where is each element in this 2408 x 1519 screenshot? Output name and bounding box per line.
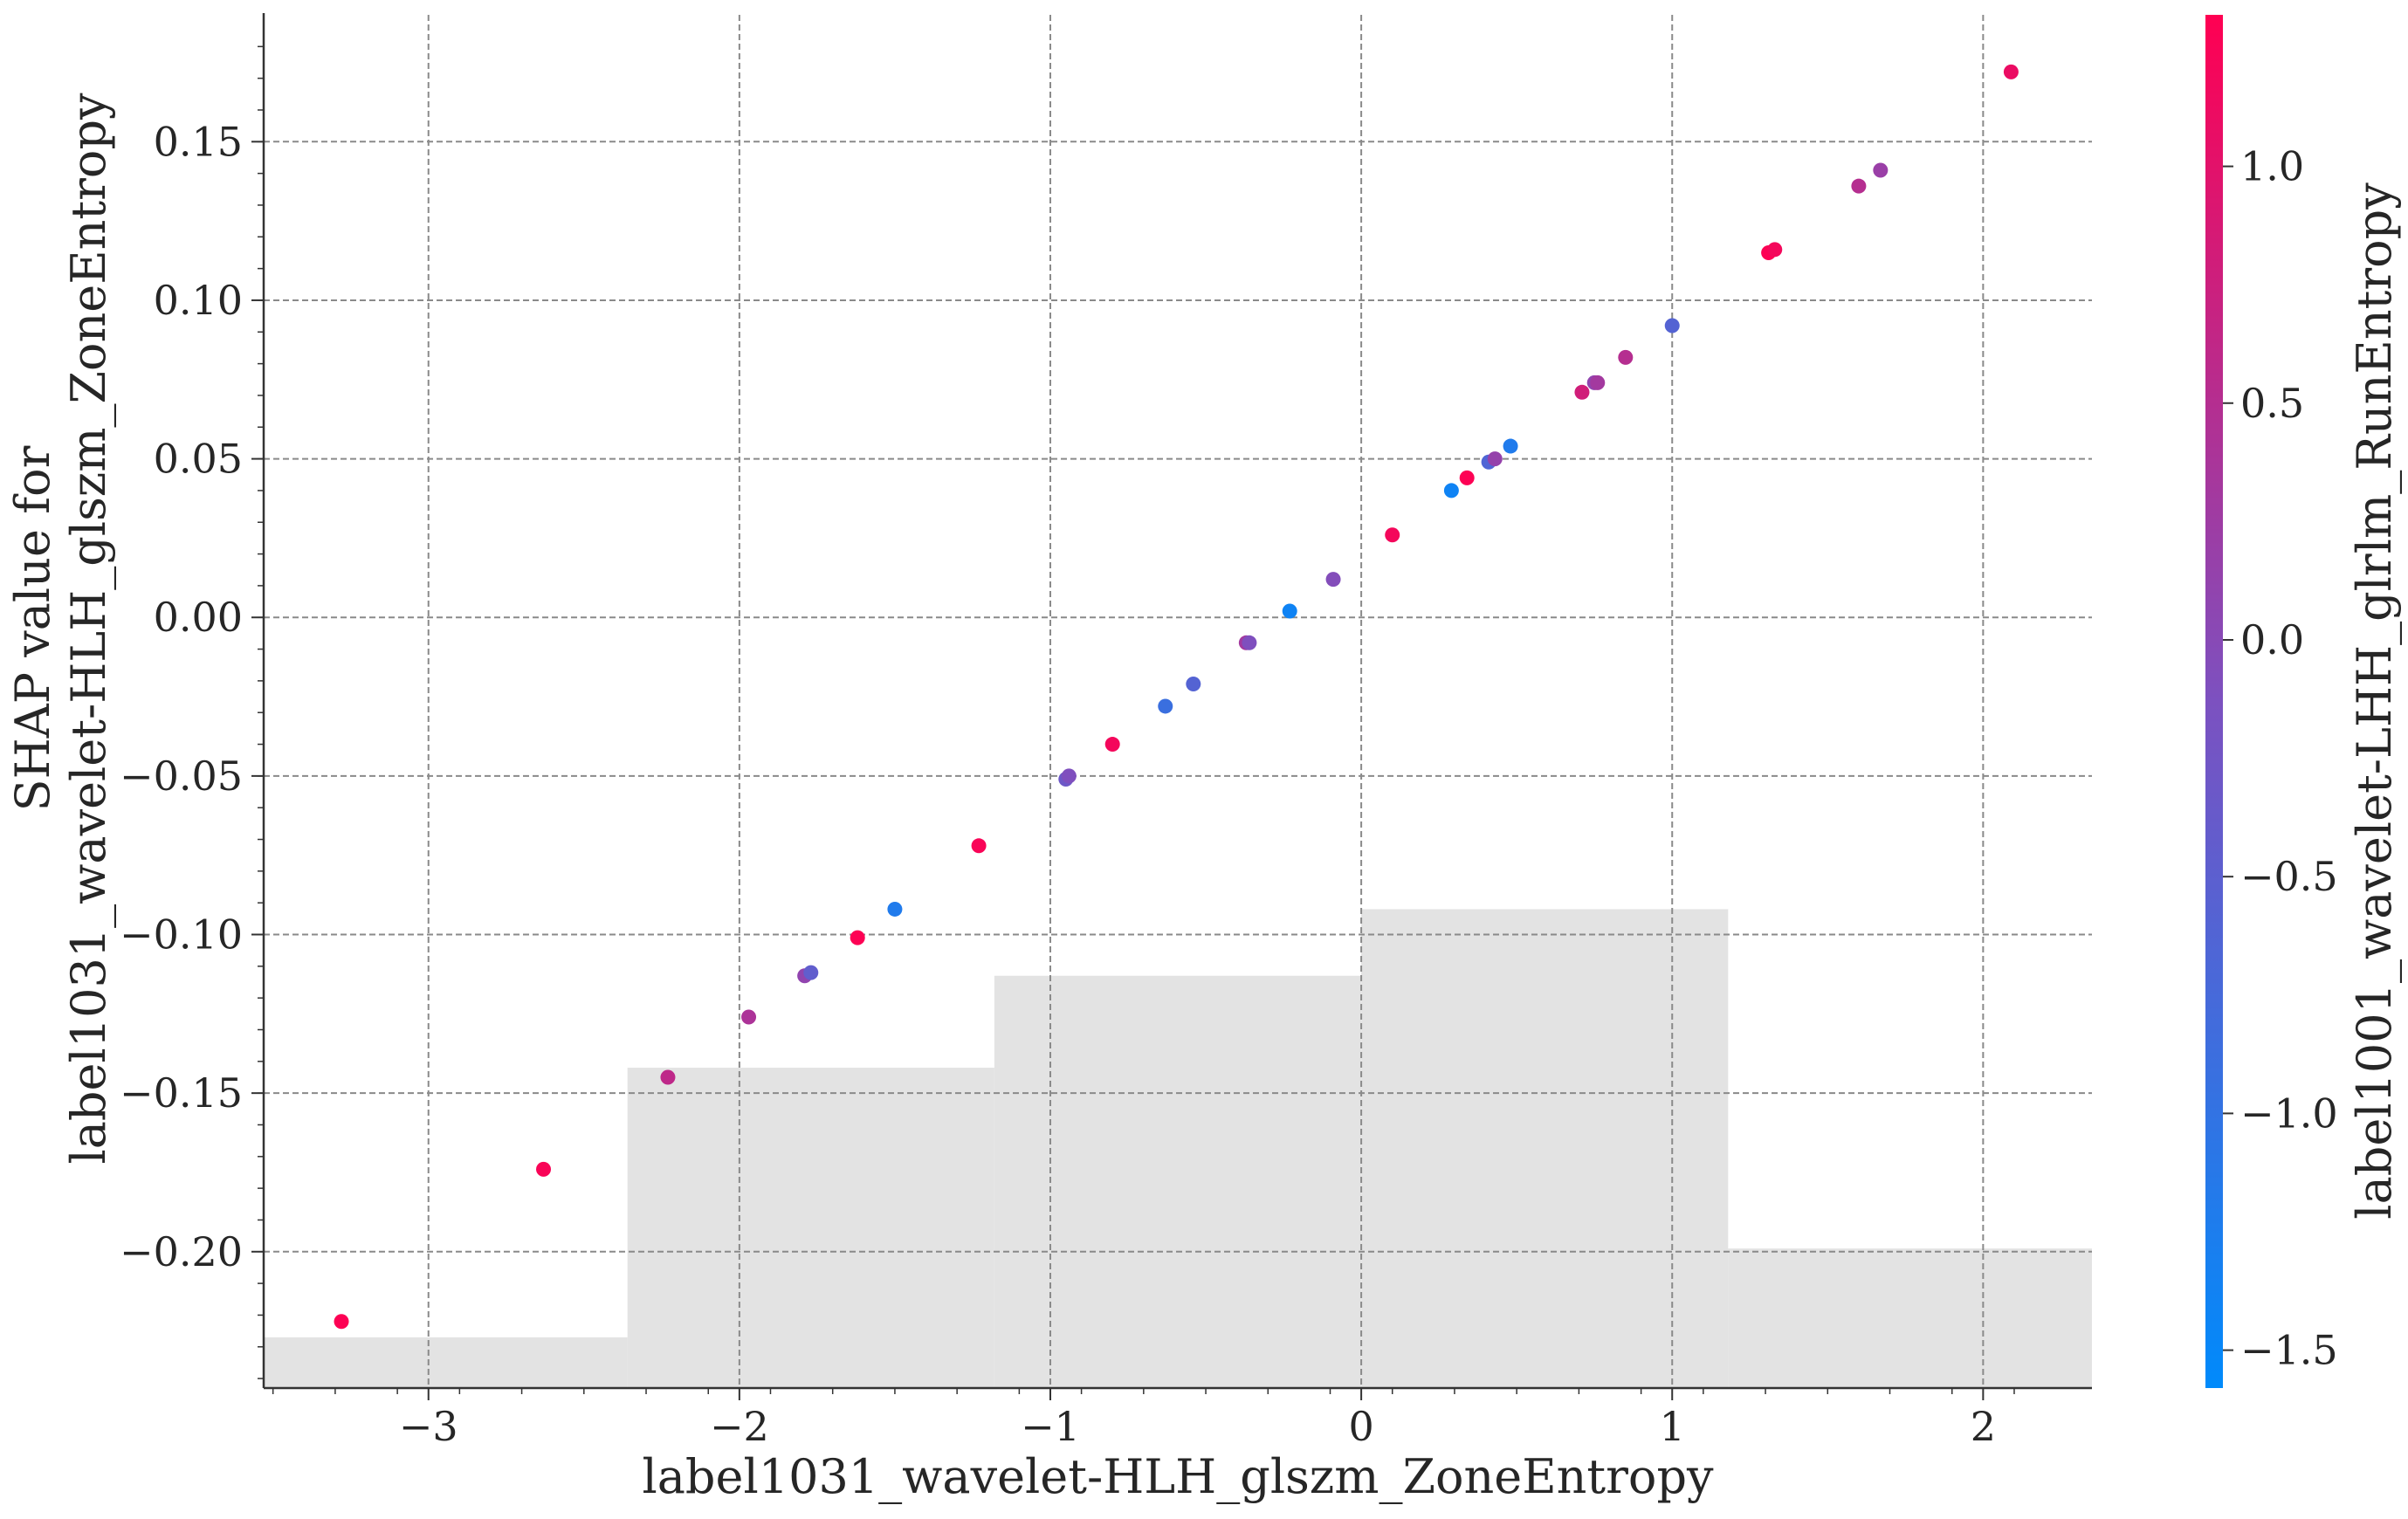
- data-point: [1158, 698, 1173, 714]
- colorbar: [2205, 15, 2223, 1388]
- x-tick-label: −1: [1021, 1403, 1080, 1450]
- data-point: [1325, 572, 1341, 588]
- colorbar-tick-label: 0.5: [2240, 380, 2304, 427]
- histogram-bar: [264, 1337, 628, 1388]
- data-point: [1574, 384, 1590, 400]
- data-point: [741, 1009, 757, 1025]
- data-point: [2003, 64, 2019, 79]
- axes-layer: [262, 13, 2092, 1390]
- ticks-layer: −3 −2 −1 0 1 2 0.15 0.10 0.05 0.00 −0.05 −0.10 −0.15…: [120, 45, 2015, 1450]
- x-tick-label: 0: [1348, 1403, 1373, 1450]
- x-axis-label: label1031_wavelet-HLH_glszm_ZoneEntropy: [642, 1449, 1714, 1504]
- y-tick-label: −0.15: [120, 1069, 243, 1117]
- data-point: [1590, 375, 1606, 390]
- data-point: [850, 930, 865, 945]
- data-point: [887, 901, 903, 917]
- data-point: [660, 1069, 676, 1085]
- data-point: [1242, 635, 1257, 650]
- data-point: [1873, 162, 1889, 178]
- x-tick-label: 2: [1971, 1403, 1996, 1450]
- y-tick-label: 0.10: [154, 277, 243, 324]
- data-point: [1443, 483, 1459, 498]
- data-point: [1186, 677, 1201, 692]
- data-point: [1664, 318, 1680, 333]
- histogram-bar: [994, 975, 1362, 1388]
- histogram-bar: [627, 1068, 994, 1388]
- data-point: [1851, 178, 1867, 194]
- grid-layer: [264, 15, 2092, 1388]
- y-axis-label-line-2: label1031_wavelet-HLH_glszm_ZoneEntropy: [61, 93, 116, 1165]
- x-tick-label: −2: [710, 1403, 769, 1450]
- data-point: [803, 965, 819, 980]
- y-tick-label: 0.00: [154, 594, 243, 641]
- y-axis-label-line-1: SHAP value for: [5, 445, 60, 811]
- colorbar-tick-label: 0.0: [2240, 616, 2304, 663]
- data-point: [1104, 737, 1120, 753]
- colorbar-tick-label: −1.5: [2240, 1327, 2338, 1374]
- data-point: [1618, 349, 1634, 365]
- colorbar-tick-label: 1.0: [2240, 143, 2304, 190]
- y-tick-label: −0.20: [120, 1228, 243, 1275]
- histogram-bar: [1728, 1248, 2092, 1388]
- data-point: [1503, 438, 1518, 454]
- data-point: [1385, 527, 1400, 543]
- y-tick-label: −0.05: [120, 753, 243, 800]
- data-point: [1487, 451, 1503, 467]
- x-tick-label: 1: [1660, 1403, 1685, 1450]
- colorbar-tick-label: −1.0: [2240, 1089, 2338, 1137]
- x-tick-label: −3: [399, 1403, 458, 1450]
- data-point: [971, 838, 987, 854]
- data-point: [334, 1314, 349, 1330]
- histogram-layer: [264, 909, 2092, 1388]
- colorbar-ticks: 1.0 0.5 0.0 −0.5 −1.0 −1.5: [2223, 143, 2338, 1374]
- data-point: [1282, 603, 1297, 619]
- y-tick-label: −0.10: [120, 911, 243, 959]
- points-layer: [334, 64, 2019, 1330]
- data-point: [536, 1161, 552, 1177]
- colorbar-tick-label: −0.5: [2240, 853, 2338, 900]
- colorbar-label: label1001_wavelet-LHH_glrlm_RunEntropy: [2347, 182, 2402, 1220]
- y-tick-label: 0.05: [154, 436, 243, 483]
- data-point: [1459, 470, 1475, 485]
- data-point: [1767, 242, 1783, 258]
- histogram-bar: [1361, 909, 1729, 1388]
- y-tick-label: 0.15: [154, 118, 243, 165]
- data-point: [1061, 768, 1077, 784]
